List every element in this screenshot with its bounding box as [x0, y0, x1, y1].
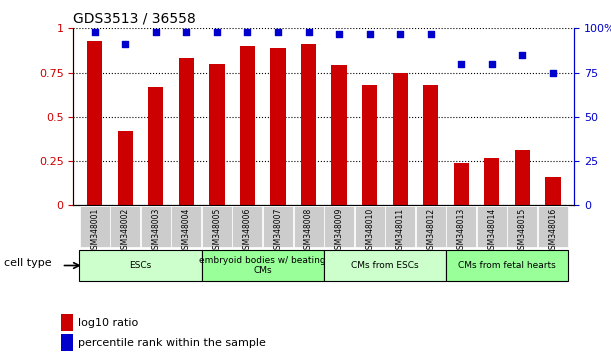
Point [120, 41, 130, 47]
Text: GSM348013: GSM348013 [457, 207, 466, 254]
Text: GSM348006: GSM348006 [243, 207, 252, 254]
Text: GSM348011: GSM348011 [396, 207, 404, 253]
FancyBboxPatch shape [446, 206, 477, 247]
Bar [423, 85, 438, 205]
Bar [362, 85, 377, 205]
Point [304, 29, 313, 35]
Point [395, 31, 405, 36]
Text: log10 ratio: log10 ratio [78, 318, 138, 327]
Text: GSM348008: GSM348008 [304, 207, 313, 254]
Point [181, 29, 191, 35]
FancyBboxPatch shape [415, 206, 446, 247]
FancyBboxPatch shape [324, 250, 446, 281]
Bar [514, 150, 530, 205]
Text: percentile rank within the sample: percentile rank within the sample [78, 337, 266, 348]
FancyBboxPatch shape [202, 206, 232, 247]
Point [365, 31, 375, 36]
Text: GSM348007: GSM348007 [274, 207, 282, 254]
Bar [240, 46, 255, 205]
Bar [392, 73, 408, 205]
FancyBboxPatch shape [79, 206, 109, 247]
Text: GSM348004: GSM348004 [182, 207, 191, 254]
Text: GSM348012: GSM348012 [426, 207, 435, 253]
FancyBboxPatch shape [354, 206, 385, 247]
FancyBboxPatch shape [79, 250, 202, 281]
FancyBboxPatch shape [293, 206, 324, 247]
FancyBboxPatch shape [538, 206, 568, 247]
Text: GSM348015: GSM348015 [518, 207, 527, 254]
Point [487, 61, 497, 67]
Text: ESCs: ESCs [130, 261, 152, 270]
Bar [117, 131, 133, 205]
FancyBboxPatch shape [446, 250, 568, 281]
Text: GDS3513 / 36558: GDS3513 / 36558 [73, 12, 196, 26]
Point [334, 31, 344, 36]
Bar [545, 177, 560, 205]
Bar [61, 314, 73, 331]
FancyBboxPatch shape [232, 206, 262, 247]
Text: GSM348003: GSM348003 [152, 207, 160, 254]
Text: GSM348001: GSM348001 [90, 207, 99, 254]
Bar [178, 58, 194, 205]
Bar [484, 158, 500, 205]
Point [426, 31, 436, 36]
FancyBboxPatch shape [141, 206, 170, 247]
Text: GSM348016: GSM348016 [549, 207, 557, 254]
FancyBboxPatch shape [477, 206, 507, 247]
FancyBboxPatch shape [171, 206, 201, 247]
Point [273, 29, 283, 35]
Text: GSM348005: GSM348005 [213, 207, 221, 254]
Text: cell type: cell type [4, 258, 52, 268]
Bar [331, 65, 346, 205]
Bar [148, 87, 163, 205]
Bar [453, 163, 469, 205]
Point [548, 70, 558, 75]
Point [151, 29, 161, 35]
Point [243, 29, 252, 35]
Bar [301, 44, 316, 205]
Text: GSM348002: GSM348002 [121, 207, 130, 254]
Bar [270, 48, 285, 205]
FancyBboxPatch shape [324, 206, 354, 247]
Bar [87, 41, 102, 205]
Text: GSM348010: GSM348010 [365, 207, 374, 254]
Point [212, 29, 222, 35]
FancyBboxPatch shape [202, 250, 324, 281]
Point [456, 61, 466, 67]
Text: embryoid bodies w/ beating
CMs: embryoid bodies w/ beating CMs [199, 256, 326, 275]
FancyBboxPatch shape [385, 206, 415, 247]
Bar [209, 64, 225, 205]
Point [518, 52, 527, 58]
FancyBboxPatch shape [110, 206, 140, 247]
Point [90, 29, 100, 35]
FancyBboxPatch shape [263, 206, 293, 247]
Text: GSM348014: GSM348014 [488, 207, 496, 254]
Text: CMs from fetal hearts: CMs from fetal hearts [458, 261, 556, 270]
Text: GSM348009: GSM348009 [335, 207, 343, 254]
Bar [61, 335, 73, 350]
FancyBboxPatch shape [507, 206, 537, 247]
Text: CMs from ESCs: CMs from ESCs [351, 261, 419, 270]
